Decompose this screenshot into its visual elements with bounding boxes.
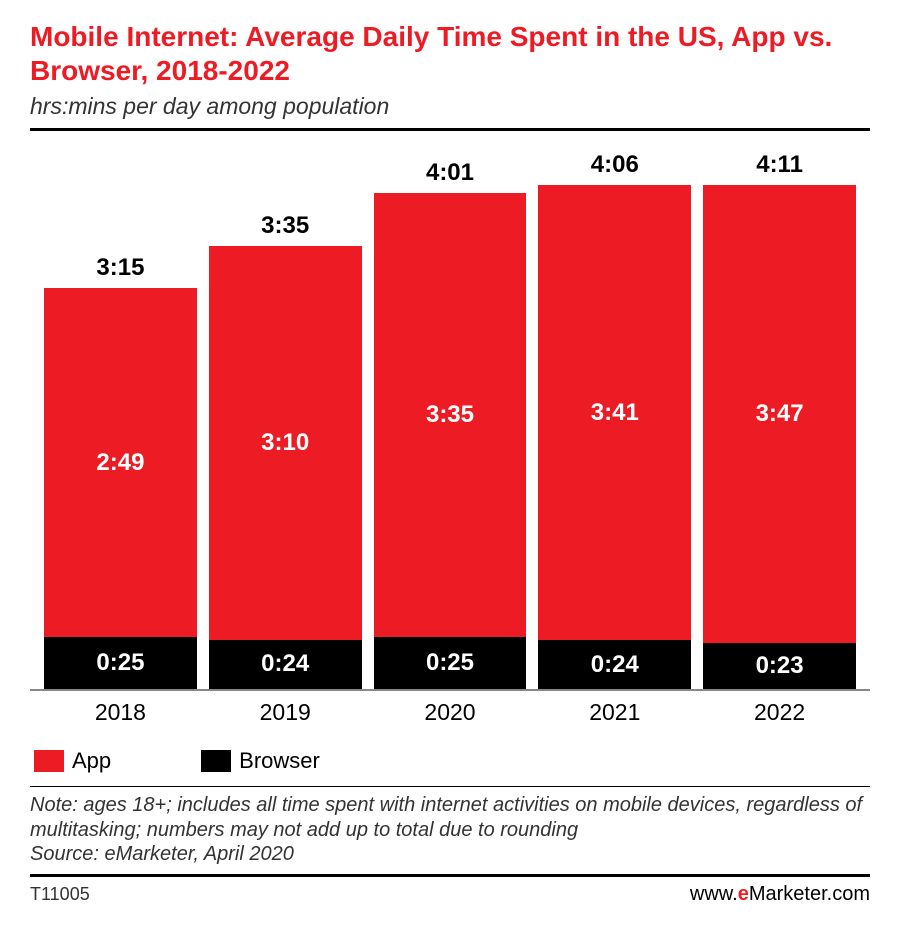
bar-segment-app: 3:47 <box>703 185 856 643</box>
x-axis-label: 2019 <box>203 699 368 726</box>
bar-segment-app-label: 3:47 <box>756 400 804 428</box>
bar-total-label: 4:11 <box>756 151 803 179</box>
bar-segment-app-label: 3:10 <box>261 429 309 457</box>
legend-label: Browser <box>239 748 320 774</box>
brand-e: e <box>738 883 749 905</box>
bar-segment-browser-label: 0:25 <box>426 649 474 677</box>
x-axis-label: 2021 <box>532 699 697 726</box>
x-axis-label: 2018 <box>38 699 203 726</box>
bar-stack: 3:10 0:24 <box>209 244 362 689</box>
brand-suffix: .com <box>827 883 870 905</box>
brand-prefix: www. <box>690 883 738 905</box>
bar-total-label: 4:01 <box>426 159 474 187</box>
chart-title: Mobile Internet: Average Daily Time Spen… <box>30 20 870 87</box>
brand-name: Marketer <box>749 883 827 905</box>
bar-column: 4:01 3:35 0:25 <box>368 151 533 689</box>
legend-swatch <box>34 750 64 772</box>
bar-column: 3:35 3:10 0:24 <box>203 151 368 689</box>
bar-stack: 3:35 0:25 <box>374 191 527 690</box>
bar-total-label: 4:06 <box>591 151 639 179</box>
bar-segment-browser-label: 0:24 <box>261 650 309 678</box>
bar-stack: 2:49 0:25 <box>44 286 197 690</box>
bar-total-label: 3:35 <box>261 212 309 240</box>
x-axis-label: 2022 <box>697 699 862 726</box>
bar-segment-app-label: 2:49 <box>96 449 144 477</box>
bar-segment-app-label: 3:35 <box>426 401 474 429</box>
legend-item: App <box>34 748 111 774</box>
footer: T11005 www.eMarketer.com <box>30 877 870 906</box>
bar-segment-app: 3:35 <box>374 193 527 638</box>
bar-column: 3:15 2:49 0:25 <box>38 151 203 689</box>
bar-segment-browser-label: 0:25 <box>96 649 144 677</box>
bar-segment-browser: 0:25 <box>374 637 527 689</box>
chart-source: Source: eMarketer, April 2020 <box>30 843 870 874</box>
bar-segment-browser: 0:24 <box>209 640 362 690</box>
legend: App Browser <box>30 748 870 786</box>
x-axis-label: 2020 <box>368 699 533 726</box>
bar-segment-app: 2:49 <box>44 288 197 638</box>
divider-top <box>30 128 870 131</box>
bar-column: 4:06 3:41 0:24 <box>532 151 697 689</box>
legend-swatch <box>201 750 231 772</box>
bar-column: 4:11 3:47 0:23 <box>697 151 862 689</box>
chart-code: T11005 <box>30 884 90 905</box>
bar-segment-app-label: 3:41 <box>591 399 639 427</box>
chart-subtitle: hrs:mins per day among population <box>30 93 870 120</box>
legend-item: Browser <box>201 748 320 774</box>
bars-row: 3:15 2:49 0:25 3:35 3:10 0:24 4:01 3:35 0:25 4:06… <box>30 151 870 689</box>
bar-stack: 3:41 0:24 <box>538 183 691 689</box>
bar-segment-browser-label: 0:23 <box>756 652 804 680</box>
bar-segment-browser-label: 0:24 <box>591 651 639 679</box>
chart-area: 3:15 2:49 0:25 3:35 3:10 0:24 4:01 3:35 0:25 4:06… <box>30 151 870 691</box>
bar-stack: 3:47 0:23 <box>703 183 856 689</box>
x-axis: 20182019202020212022 <box>30 691 870 726</box>
bar-segment-browser: 0:23 <box>703 643 856 689</box>
bar-segment-app: 3:10 <box>209 246 362 639</box>
bar-total-label: 3:15 <box>96 254 144 282</box>
brand-link: www.eMarketer.com <box>690 883 870 906</box>
bar-segment-app: 3:41 <box>538 185 691 640</box>
bar-segment-browser: 0:25 <box>44 637 197 689</box>
bar-segment-browser: 0:24 <box>538 640 691 689</box>
chart-note: Note: ages 18+; includes all time spent … <box>30 787 870 843</box>
legend-label: App <box>72 748 111 774</box>
